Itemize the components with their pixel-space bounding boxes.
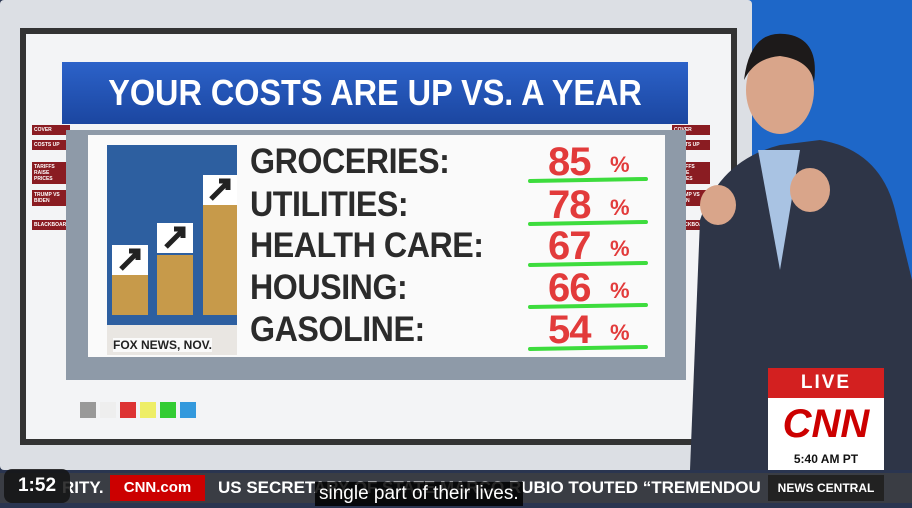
- swatches: [80, 402, 196, 418]
- row-unit: %: [610, 320, 630, 345]
- row-label: UTILITIES:: [250, 185, 409, 224]
- color-swatches: [80, 400, 200, 420]
- image: FOX NEWS, NOV.: [107, 145, 237, 355]
- network-logo: CNN: [768, 398, 884, 450]
- row-label: HEALTH CARE:: [250, 226, 484, 265]
- side-tab: TRUMP VS BIDEN: [32, 190, 70, 206]
- title-bar: YOUR COSTS ARE UP VS. A YEAR AGO: [62, 62, 688, 175]
- side-tab: BLACKBOARD: [672, 220, 710, 230]
- row-label: GASOLINE:: [250, 310, 425, 349]
- row-label: GROCERIES:: [250, 142, 450, 181]
- clock: 5:40 AM PT: [768, 450, 884, 470]
- coins-art: [107, 145, 237, 325]
- row-unit: %: [610, 278, 630, 303]
- row-unit: %: [610, 195, 630, 220]
- row: GROCERIES: 85%: [250, 140, 650, 184]
- row-label: HOUSING:: [250, 268, 408, 307]
- ticker-left: RITY.: [62, 478, 104, 497]
- row-value: 66: [548, 266, 591, 310]
- row-unit: %: [610, 236, 630, 261]
- caption: single part of their lives.: [315, 482, 523, 506]
- row-value: 54: [548, 308, 591, 352]
- row: HEALTH CARE: 67%: [250, 224, 650, 268]
- side-tab: COSTS UP: [32, 140, 70, 150]
- row-value: 85: [548, 140, 591, 184]
- row: HOUSING: 66%: [250, 266, 650, 310]
- row: GASOLINE: 54%: [250, 308, 650, 352]
- row-value: 67: [548, 224, 591, 268]
- row: UTILITIES: 78%: [250, 183, 650, 227]
- live-badge: LIVE: [768, 368, 884, 398]
- side-tab: BLACKBOARD: [32, 220, 70, 230]
- side-tab: COVER: [32, 125, 70, 135]
- row-value: 78: [548, 183, 591, 227]
- ticker-show: NEWS CENTRAL: [768, 475, 884, 501]
- source: FOX NEWS, NOV.: [113, 338, 212, 352]
- row-unit: %: [610, 152, 630, 177]
- timestamp: 1:52: [4, 469, 70, 503]
- side-tab: COSTS UP: [672, 140, 710, 150]
- ticker-site: CNN.com: [110, 475, 205, 501]
- side-tab: TARIFFS RAISE PRICES: [32, 162, 70, 184]
